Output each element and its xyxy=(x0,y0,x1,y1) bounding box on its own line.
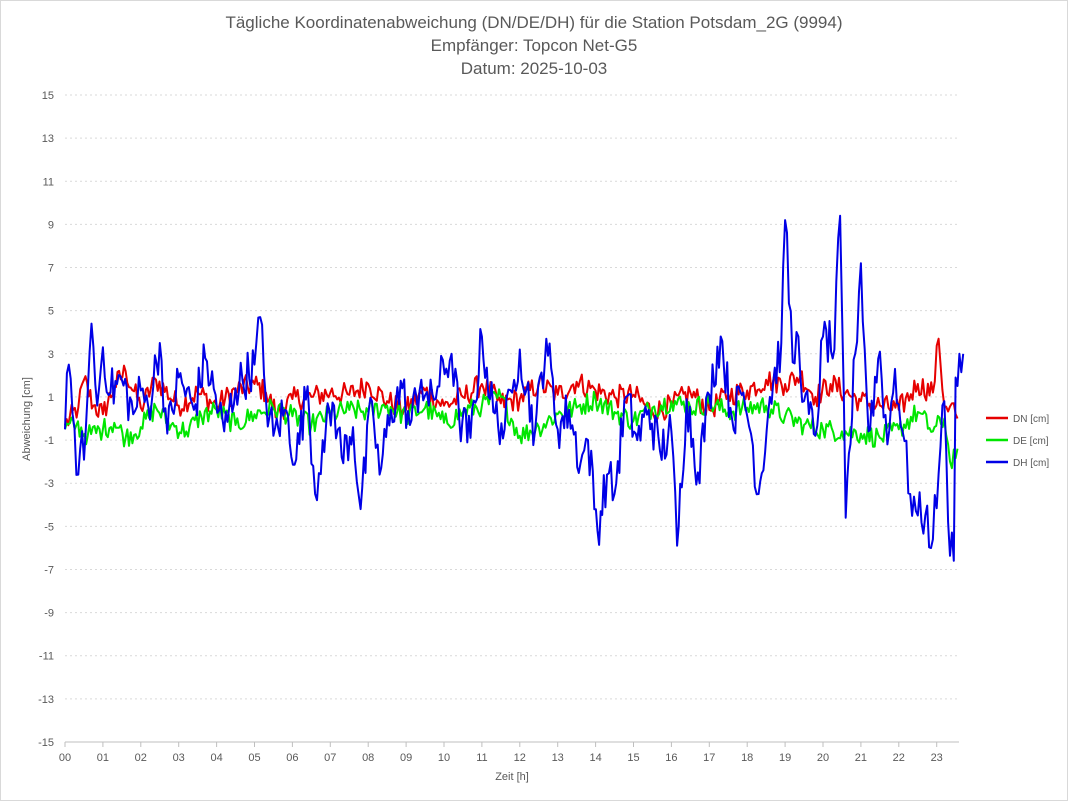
x-tick-label: 21 xyxy=(855,752,867,764)
legend-label: DN [cm] xyxy=(1013,414,1049,425)
x-tick-label: 16 xyxy=(665,752,677,764)
y-tick-label: -7 xyxy=(44,564,54,576)
x-tick-label: 15 xyxy=(627,752,639,764)
series-lines xyxy=(64,214,965,562)
y-tick-label: -13 xyxy=(38,694,54,706)
y-tick-label: -11 xyxy=(39,651,54,663)
legend-label: DH [cm] xyxy=(1013,458,1049,469)
title-line-1: Tägliche Koordinatenabweichung (DN/DE/DH… xyxy=(225,13,842,32)
series-line-dn xyxy=(64,337,959,427)
y-tick-label: 13 xyxy=(42,133,54,145)
y-tick-label: 3 xyxy=(48,349,54,361)
y-axis-label: Abweichung [cm] xyxy=(21,377,33,461)
chart-title: Tägliche Koordinatenabweichung (DN/DE/DH… xyxy=(225,13,842,78)
x-axis: 00 01 02 03 04 05 06 07 08 09 10 11 12 13 14 15 16 17 18 19… xyxy=(59,741,959,764)
x-tick-label: 06 xyxy=(286,752,298,764)
x-tick-label: 22 xyxy=(893,752,905,764)
x-tick-label: 20 xyxy=(817,752,829,764)
x-tick-label: 08 xyxy=(362,752,374,764)
x-tick-label: 03 xyxy=(173,752,185,764)
y-tick-label: 5 xyxy=(48,306,54,318)
x-tick-label: 04 xyxy=(210,752,222,764)
x-tick-label: 11 xyxy=(476,752,487,764)
y-tick-label: 7 xyxy=(48,263,54,275)
series-line-dh xyxy=(64,214,965,562)
x-tick-label: 19 xyxy=(779,752,791,764)
y-tick-label: 9 xyxy=(48,219,54,231)
x-tick-label: 05 xyxy=(248,752,260,764)
x-tick-label: 14 xyxy=(589,752,601,764)
x-tick-label: 09 xyxy=(400,752,412,764)
legend-label: DE [cm] xyxy=(1013,436,1049,447)
y-tick-label: 11 xyxy=(43,176,54,188)
y-tick-label: -9 xyxy=(44,608,54,620)
x-tick-label: 02 xyxy=(135,752,147,764)
x-tick-label: 12 xyxy=(514,752,526,764)
y-tick-label: -1 xyxy=(44,435,54,447)
x-axis-label: Zeit [h] xyxy=(495,771,529,783)
y-tick-label: 15 xyxy=(42,90,54,102)
y-tick-label: 1 xyxy=(48,392,54,404)
title-line-2: Empfänger: Topcon Net-G5 xyxy=(431,36,638,55)
legend: DN [cm] DE [cm] DH [cm] xyxy=(986,414,1049,469)
x-tick-label: 00 xyxy=(59,752,71,764)
series-line-de xyxy=(64,388,959,470)
x-tick-label: 23 xyxy=(931,752,943,764)
grid-lines xyxy=(65,94,959,700)
y-tick-label: -3 xyxy=(44,478,54,490)
y-tick-label: -15 xyxy=(38,737,54,749)
y-axis-ticks: 15 13 11 9 7 5 3 1 -1 -3 -5 -7 -9 -11 -13 -15 xyxy=(38,90,54,749)
y-tick-label: -5 xyxy=(44,521,54,533)
x-tick-label: 10 xyxy=(438,752,450,764)
x-tick-label: 17 xyxy=(703,752,715,764)
title-line-3: Datum: 2025-10-03 xyxy=(461,59,607,78)
x-tick-label: 07 xyxy=(324,752,336,764)
x-tick-label: 01 xyxy=(97,752,109,764)
x-tick-label: 13 xyxy=(552,752,564,764)
x-tick-label: 18 xyxy=(741,752,753,764)
